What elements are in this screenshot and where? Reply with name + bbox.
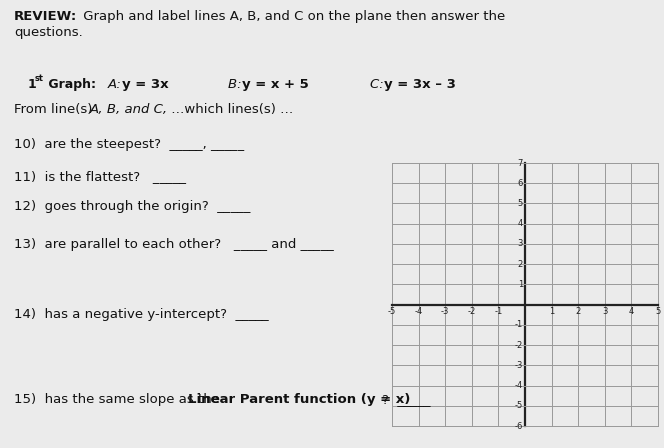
Text: y = x + 5: y = x + 5 [242,78,309,91]
Text: Linear Parent function (y = x): Linear Parent function (y = x) [188,393,410,406]
Text: 1: 1 [549,306,554,315]
Text: 12)  goes through the origin?  _____: 12) goes through the origin? _____ [14,200,250,213]
Text: Graph:: Graph: [44,78,96,91]
Text: 2: 2 [518,260,523,269]
Text: C:: C: [370,78,388,91]
Text: B:: B: [228,78,246,91]
Text: -5: -5 [388,306,396,315]
Text: 5: 5 [655,306,661,315]
Text: Graph and label lines A, B, and C on the plane then answer the: Graph and label lines A, B, and C on the… [79,10,505,23]
Text: A:: A: [108,78,126,91]
Text: -2: -2 [515,340,523,349]
Text: 15)  has the same slope as the: 15) has the same slope as the [14,393,224,406]
Text: -3: -3 [515,361,523,370]
Text: 3: 3 [602,306,608,315]
Text: y = 3x – 3: y = 3x – 3 [384,78,456,91]
FancyBboxPatch shape [5,25,659,443]
Text: y = 3x: y = 3x [122,78,169,91]
Text: 10)  are the steepest?  _____, _____: 10) are the steepest? _____, _____ [14,138,244,151]
Text: 4: 4 [518,219,523,228]
Text: -3: -3 [441,306,450,315]
Text: -2: -2 [467,306,476,315]
Text: REVIEW:: REVIEW: [14,10,77,23]
Text: 11)  is the flattest?   _____: 11) is the flattest? _____ [14,170,186,183]
Text: -1: -1 [494,306,503,315]
Text: -6: -6 [515,422,523,431]
Text: From line(s): From line(s) [14,103,97,116]
Text: A, B, and C,: A, B, and C, [90,103,168,116]
Text: 6: 6 [518,179,523,188]
Text: 4: 4 [629,306,634,315]
Text: -4: -4 [515,381,523,390]
Text: questions.: questions. [14,26,83,39]
Text: 7: 7 [518,159,523,168]
Text: 1: 1 [28,78,37,91]
Text: 13)  are parallel to each other?   _____ and _____: 13) are parallel to each other? _____ an… [14,238,334,251]
Text: st: st [35,74,44,83]
Text: -1: -1 [515,320,523,329]
Text: 3: 3 [518,239,523,249]
Text: 14)  has a negative y-intercept?  _____: 14) has a negative y-intercept? _____ [14,308,269,321]
Text: -5: -5 [515,401,523,410]
Text: 1: 1 [518,280,523,289]
Text: …which lines(s) …: …which lines(s) … [167,103,293,116]
Text: ?  _____: ? _____ [382,393,430,406]
Text: 5: 5 [518,199,523,208]
Text: 2: 2 [576,306,581,315]
Text: -4: -4 [414,306,423,315]
